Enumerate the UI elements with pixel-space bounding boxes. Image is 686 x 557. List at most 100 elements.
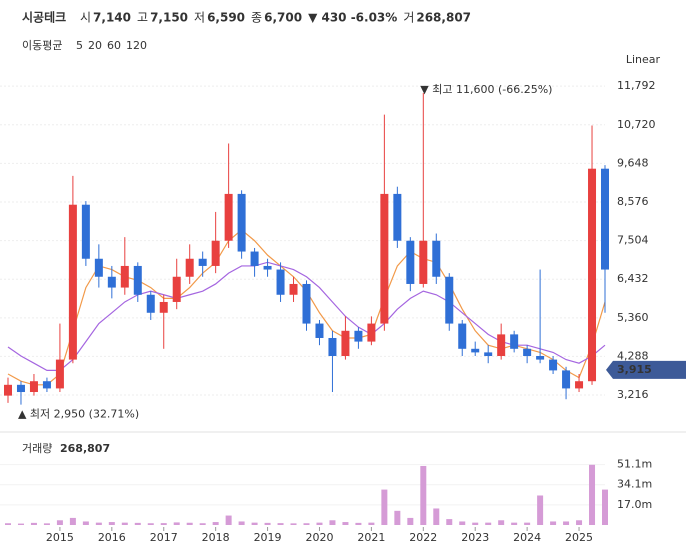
volume-bar <box>238 521 245 525</box>
candle-body <box>81 204 90 259</box>
x-tick-label: 2022 <box>409 531 437 544</box>
volume-bar <box>550 521 557 525</box>
volume-bar <box>17 523 24 525</box>
volume-tick-label: 34.1m <box>617 478 652 491</box>
ma-line <box>7 261 606 372</box>
x-tick-label: 2017 <box>150 531 178 544</box>
volume-bar <box>108 522 115 525</box>
volume-bar <box>290 523 297 525</box>
low-annotation: ▲ 최저 2,950 (32.71%) <box>18 408 139 421</box>
x-tick-label: 2024 <box>513 531 541 544</box>
volume-bar <box>82 521 89 525</box>
volume-tick-label: 17.0m <box>617 498 652 511</box>
volume-bar <box>563 521 570 525</box>
candle-body <box>419 240 428 284</box>
candle-body <box>107 276 116 288</box>
volume-bar <box>225 515 232 525</box>
volume-bar <box>355 522 362 525</box>
candle-body <box>406 240 415 284</box>
header-label: 저 <box>194 11 205 25</box>
candle-body <box>276 269 285 295</box>
candle-body <box>94 258 103 277</box>
candle-body <box>562 370 571 389</box>
current-price-label: 3,915 <box>617 363 652 376</box>
candle-body <box>302 283 311 324</box>
volume-bar <box>251 522 258 525</box>
volume-label: 거래량 <box>22 442 52 455</box>
volume-bar <box>5 523 11 525</box>
candle-body <box>172 276 181 302</box>
candle-body <box>393 193 402 241</box>
candle-body <box>42 381 51 389</box>
candle-body <box>575 381 584 389</box>
volume-bar <box>160 523 167 525</box>
header-label: 고 <box>137 11 148 25</box>
candle-body <box>263 265 272 270</box>
y-tick-label: 8,576 <box>617 195 649 208</box>
candle-body <box>250 251 259 266</box>
header-value: 7,140 <box>93 11 131 25</box>
header-label: 종 <box>251 11 262 25</box>
x-tick-label: 2023 <box>461 531 489 544</box>
header-value: 6,700 <box>264 11 302 25</box>
x-tick-label: 2019 <box>254 531 282 544</box>
volume-bar <box>420 465 427 525</box>
volume-bar <box>277 523 284 525</box>
x-tick-label: 2020 <box>305 531 333 544</box>
x-tick-label: 2025 <box>565 531 593 544</box>
volume-bar <box>485 522 492 525</box>
x-tick-label: 2018 <box>202 531 230 544</box>
candle-body <box>29 381 38 393</box>
candle-body <box>601 168 609 270</box>
x-tick-label: 2016 <box>98 531 126 544</box>
header-label: 시 <box>80 11 91 25</box>
candle-body <box>471 348 480 353</box>
y-tick-label: 6,432 <box>617 272 649 285</box>
current-price-tag <box>606 360 686 379</box>
candle-body <box>367 323 376 342</box>
volume-bar <box>368 522 375 525</box>
ma-label: 이동평균 <box>22 39 62 52</box>
candle-body <box>549 359 558 371</box>
ma-legend: 5 <box>76 39 83 52</box>
scale-label[interactable]: Linear <box>626 53 661 66</box>
volume-bar <box>121 522 128 525</box>
candle-body <box>315 323 324 338</box>
volume-bar <box>95 522 102 525</box>
candle-body <box>341 330 350 356</box>
candle-body <box>16 384 25 393</box>
candle-body <box>510 334 519 349</box>
stock-name: 시공테크 <box>22 11 66 25</box>
volume-bar <box>394 510 401 525</box>
header-label: 거 <box>403 11 414 25</box>
volume-bar <box>381 489 388 525</box>
y-tick-label: 11,792 <box>617 79 656 92</box>
volume-bar <box>212 522 219 525</box>
volume-bar <box>134 522 141 525</box>
volume-bar <box>316 522 323 525</box>
y-tick-label: 5,360 <box>617 311 649 324</box>
x-tick-label: 2015 <box>46 531 74 544</box>
candle-body <box>211 240 220 266</box>
header-value: 6,590 <box>207 11 245 25</box>
volume-bar <box>472 522 479 525</box>
candle-body <box>237 193 246 252</box>
candle-body <box>354 330 363 342</box>
volume-bar <box>433 508 440 525</box>
volume-bar <box>329 520 336 525</box>
high-annotation: ▼ 최고 11,600 (-66.25%) <box>420 83 552 96</box>
candle-body <box>198 258 207 266</box>
header-change: ▼ 430 -6.03% <box>308 11 397 25</box>
volume-tick-label: 51.1m <box>617 458 652 471</box>
volume-bar <box>602 489 608 525</box>
volume-bar <box>589 464 596 525</box>
candle-body <box>497 334 506 356</box>
y-tick-label: 9,648 <box>617 156 649 169</box>
x-tick-label: 2021 <box>357 531 385 544</box>
volume-bar <box>537 495 544 525</box>
volume-bar <box>69 517 76 525</box>
volume-last: 268,807 <box>60 442 110 455</box>
volume-bar <box>446 519 453 525</box>
volume-bar <box>56 520 63 525</box>
